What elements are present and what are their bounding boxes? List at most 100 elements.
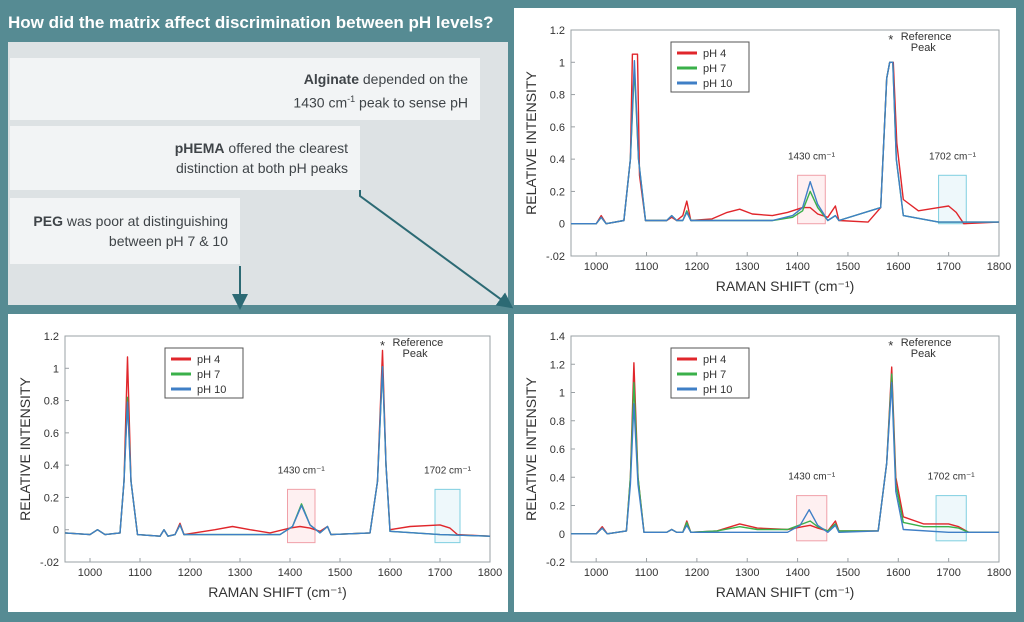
reference-star: * [888, 32, 893, 47]
y-tick-label: 0.4 [550, 472, 565, 484]
y-axis-label: RELATIVE INTENSITY [523, 377, 539, 521]
highlight-box-1 [797, 174, 826, 225]
page-title: How did the matrix affect discrimination… [8, 13, 494, 32]
y-tick-label: 0.6 [550, 122, 565, 134]
y-tick-label: 0.8 [550, 90, 565, 102]
chart-panel-top-right: 1430 cm⁻¹ 1702 cm⁻¹ 1000 1100 1200 1300 1400 15… [514, 8, 1016, 305]
y-tick-label: 0.2 [550, 501, 565, 513]
callout-phema-line1: offered the clearest [224, 140, 348, 156]
callout-peg-line1: was poor at distinguishing [63, 213, 228, 229]
x-tick-label: 1600 [886, 567, 910, 579]
y-tick-label: -.02 [546, 251, 565, 263]
legend-label: pH 4 [703, 48, 726, 60]
callout-alginate-line1: depended on the [359, 71, 468, 87]
reference-label-peak: Peak [911, 42, 937, 54]
y-tick-label: 0.2 [550, 186, 565, 198]
y-tick-label: 0 [559, 529, 565, 541]
box-label-1702: 1702 cm⁻¹ [424, 465, 472, 476]
y-tick-label: 0.8 [550, 416, 565, 428]
y-tick-label: 0 [559, 219, 565, 231]
series-line-ph-10 [64, 366, 491, 537]
reference-label-peak: Peak [403, 348, 429, 360]
box-label-1702: 1702 cm⁻¹ [929, 151, 977, 162]
callout-alginate-bold: Alginate [303, 71, 359, 87]
callout-alginate-sup: -1 [347, 94, 356, 104]
series-line-ph-10 [571, 60, 999, 225]
x-tick-label: 1000 [584, 261, 608, 273]
y-tick-label: 1.2 [550, 25, 565, 37]
chart-panel-bottom-right: 1430 cm⁻¹ 1702 cm⁻¹ 1000 1100 1200 1300 1400 15… [514, 314, 1016, 612]
x-tick-label: 1300 [228, 567, 252, 579]
callout-alginate: Alginate depended on the 1430 cm-1 peak … [10, 58, 480, 120]
reference-star: * [888, 338, 893, 353]
raman-chart-peg: 1430 cm⁻¹ 1702 cm⁻¹ 1000 1100 1200 1300 1400 15… [17, 331, 502, 600]
y-tick-label: 1.4 [550, 331, 565, 343]
x-tick-label: 1400 [278, 567, 302, 579]
x-tick-label: 1300 [735, 261, 759, 273]
callout-peg-bold: PEG [33, 213, 63, 229]
series-line-ph-4 [571, 53, 1000, 225]
box-label-1430: 1430 cm⁻¹ [788, 151, 836, 162]
x-tick-label: 1000 [78, 567, 102, 579]
legend-label: pH 10 [197, 384, 226, 396]
x-tick-label: 1700 [428, 567, 452, 579]
callout-phema: pHEMA offered the clearest distinction a… [10, 126, 360, 190]
x-tick-label: 1200 [685, 567, 709, 579]
highlight-box-2 [935, 495, 967, 542]
chart-panel-bottom-left: 1430 cm⁻¹ 1702 cm⁻¹ 1000 1100 1200 1300 1400 15… [8, 314, 508, 612]
x-tick-label: 1800 [987, 567, 1011, 579]
y-tick-label: 1 [53, 363, 59, 375]
reference-label: Reference [901, 31, 952, 43]
x-tick-label: 1600 [378, 567, 402, 579]
legend-label: pH 4 [703, 354, 726, 366]
x-tick-label: 1200 [178, 567, 202, 579]
legend-label: pH 7 [703, 369, 726, 381]
raman-chart-phema: 1430 cm⁻¹ 1702 cm⁻¹ 1000 1100 1200 1300 1400 15… [523, 331, 1011, 600]
highlight-box-1 [287, 488, 316, 544]
callout-phema-bold: pHEMA [174, 140, 225, 156]
x-axis-label: RAMAN SHIFT (cm⁻¹) [716, 278, 855, 294]
callout-phema-line2: distinction at both pH peaks [176, 160, 348, 176]
callout-alginate-line2a: 1430 cm [293, 94, 348, 111]
x-tick-label: 1500 [836, 567, 860, 579]
box-label-1702: 1702 cm⁻¹ [928, 472, 976, 483]
plot-frame [64, 335, 491, 563]
x-tick-label: 1100 [128, 567, 152, 579]
x-tick-label: 1100 [635, 261, 659, 273]
reference-star: * [380, 338, 385, 353]
series-line-ph-10 [571, 381, 999, 535]
y-axis-label: RELATIVE INTENSITY [523, 71, 539, 215]
raman-chart-alginate: 1430 cm⁻¹ 1702 cm⁻¹ 1000 1100 1200 1300 1400 15… [523, 25, 1011, 294]
y-tick-label: 0.4 [550, 154, 565, 166]
callout-peg-line2: between pH 7 & 10 [108, 233, 228, 249]
x-tick-label: 1500 [328, 567, 352, 579]
box-label-1430: 1430 cm⁻¹ [788, 472, 836, 483]
legend-label: pH 4 [197, 354, 220, 366]
legend-label: pH 10 [703, 78, 732, 90]
x-tick-label: 1800 [987, 261, 1011, 273]
plot-frame [570, 335, 1000, 563]
highlight-box-1 [796, 495, 828, 542]
x-tick-label: 1700 [936, 261, 960, 273]
y-tick-label: 1.2 [44, 331, 59, 343]
legend-label: pH 7 [197, 369, 220, 381]
plot-frame [570, 29, 1000, 257]
x-tick-label: 1100 [635, 567, 659, 579]
x-axis-label: RAMAN SHIFT (cm⁻¹) [716, 584, 855, 600]
y-tick-label: 1 [559, 388, 565, 400]
y-tick-label: -.02 [40, 557, 59, 569]
y-tick-label: 0 [53, 525, 59, 537]
x-tick-label: 1400 [785, 567, 809, 579]
series-line-ph-7 [571, 373, 999, 535]
reference-label: Reference [901, 337, 952, 349]
x-tick-label: 1400 [785, 261, 809, 273]
y-tick-label: 0.2 [44, 492, 59, 504]
callout-alginate-line2b: peak to sense pH [355, 94, 468, 111]
y-axis-label: RELATIVE INTENSITY [17, 377, 33, 521]
x-tick-label: 1700 [936, 567, 960, 579]
legend-label: pH 10 [703, 384, 732, 396]
x-axis-label: RAMAN SHIFT (cm⁻¹) [208, 584, 347, 600]
y-tick-label: 0.4 [44, 460, 59, 472]
x-tick-label: 1000 [584, 567, 608, 579]
x-tick-label: 1600 [886, 261, 910, 273]
